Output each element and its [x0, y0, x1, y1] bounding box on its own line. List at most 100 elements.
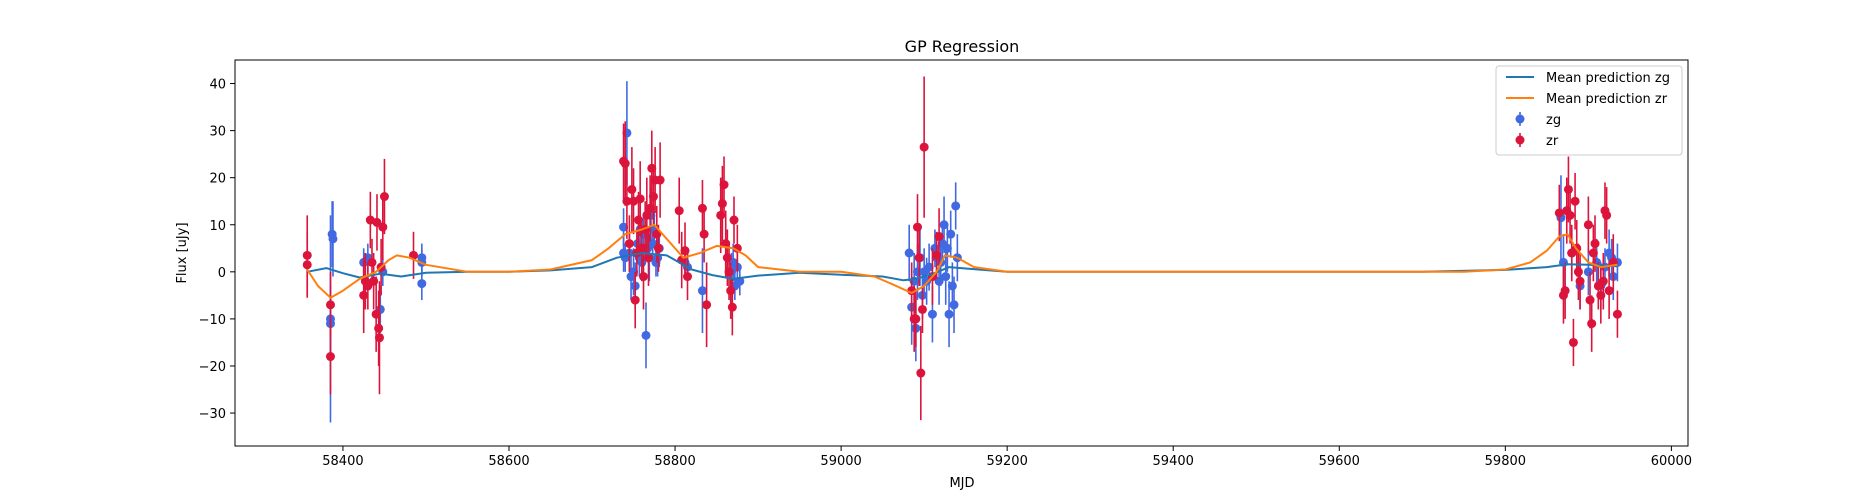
data-point — [914, 253, 924, 263]
data-point — [648, 192, 658, 202]
data-point — [917, 304, 927, 314]
data-point — [630, 295, 640, 305]
data-point — [927, 309, 937, 319]
data-point — [378, 222, 388, 232]
data-point — [724, 267, 734, 277]
x-tick-label: 60000 — [1651, 454, 1692, 469]
data-point — [417, 279, 427, 289]
data-point — [1563, 184, 1573, 194]
y-axis-title: Flux [uJy] — [175, 222, 190, 283]
x-tick-label: 58400 — [322, 454, 363, 469]
x-axis-ticks: 58400 58600 58800 59000 59200 59400 59600 59800… — [322, 446, 1692, 469]
x-axis-title: MJD — [949, 476, 974, 491]
data-point — [643, 253, 653, 263]
data-point — [726, 286, 736, 296]
data-point — [302, 260, 312, 270]
data-point — [619, 222, 629, 232]
y-tick-label: 10 — [209, 219, 226, 234]
data-point — [1602, 210, 1612, 220]
x-tick-label: 59200 — [986, 454, 1027, 469]
series-layer — [302, 76, 1622, 423]
x-tick-label: 58600 — [488, 454, 529, 469]
y-tick-label: 30 — [209, 125, 226, 140]
data-point — [674, 206, 684, 216]
data-point — [1573, 267, 1583, 277]
data-point — [624, 239, 634, 249]
data-point — [680, 246, 690, 256]
data-point — [1560, 286, 1570, 296]
data-point — [919, 142, 929, 152]
y-axis-ticks: −30 −20 −10 0 10 20 30 40 — [199, 78, 235, 422]
data-point — [924, 262, 934, 272]
data-point — [1583, 220, 1593, 230]
legend-label: Mean prediction zr — [1546, 92, 1668, 107]
data-point — [946, 229, 956, 239]
data-point — [325, 300, 335, 310]
data-point — [641, 330, 651, 340]
data-point — [1583, 267, 1593, 277]
series-zg — [325, 81, 1622, 423]
data-point — [697, 286, 707, 296]
data-point — [1568, 337, 1578, 347]
x-tick-label: 59000 — [820, 454, 861, 469]
data-point — [942, 243, 952, 253]
x-tick-label: 59600 — [1319, 454, 1360, 469]
line-Mean prediction zr — [306, 223, 1618, 299]
data-point — [635, 194, 645, 204]
data-point — [1585, 295, 1595, 305]
data-point — [911, 314, 921, 324]
data-point — [1565, 210, 1575, 220]
legend-box — [1495, 65, 1683, 156]
data-point — [949, 300, 959, 310]
data-point — [367, 257, 377, 267]
y-tick-label: 40 — [209, 78, 226, 93]
data-point — [642, 210, 652, 220]
y-tick-label: −20 — [199, 360, 226, 375]
legend-label: zr — [1546, 134, 1559, 149]
chart-title: GP Regression — [905, 37, 1020, 56]
legend-swatch — [1515, 135, 1525, 145]
data-point — [722, 253, 732, 263]
data-point — [1598, 276, 1608, 286]
data-point — [934, 232, 944, 242]
data-point — [939, 220, 949, 230]
data-point — [1587, 319, 1597, 329]
data-point — [727, 302, 737, 312]
data-point — [717, 199, 727, 209]
data-point — [627, 184, 637, 194]
data-point — [719, 180, 729, 190]
legend: Mean prediction zg Mean prediction zr zg zr — [1495, 65, 1683, 156]
data-point — [622, 196, 632, 206]
data-point — [683, 272, 693, 282]
data-point — [1575, 276, 1585, 286]
y-tick-label: 20 — [209, 172, 226, 187]
data-point — [732, 243, 742, 253]
data-point — [1554, 208, 1564, 218]
data-point — [379, 192, 389, 202]
data-point — [655, 175, 665, 185]
legend-label: zg — [1546, 113, 1561, 128]
data-point — [941, 272, 951, 282]
x-tick-label: 59400 — [1153, 454, 1194, 469]
data-point — [1570, 196, 1580, 206]
data-point — [325, 352, 335, 362]
x-tick-label: 58800 — [654, 454, 695, 469]
data-point — [697, 203, 707, 213]
y-tick-label: 0 — [218, 266, 226, 281]
data-point — [1612, 309, 1622, 319]
data-point — [1590, 239, 1600, 249]
data-point — [374, 333, 384, 343]
data-point — [947, 281, 957, 291]
legend-item: zg — [1515, 112, 1561, 128]
series-zr — [302, 76, 1622, 421]
y-tick-label: −10 — [199, 313, 226, 328]
data-point — [904, 248, 914, 258]
data-point — [951, 201, 961, 211]
legend-swatch — [1515, 114, 1525, 124]
y-tick-label: −30 — [199, 407, 226, 422]
legend-label: Mean prediction zg — [1546, 71, 1670, 86]
data-point — [645, 203, 655, 213]
data-point — [912, 222, 922, 232]
data-point — [702, 300, 712, 310]
